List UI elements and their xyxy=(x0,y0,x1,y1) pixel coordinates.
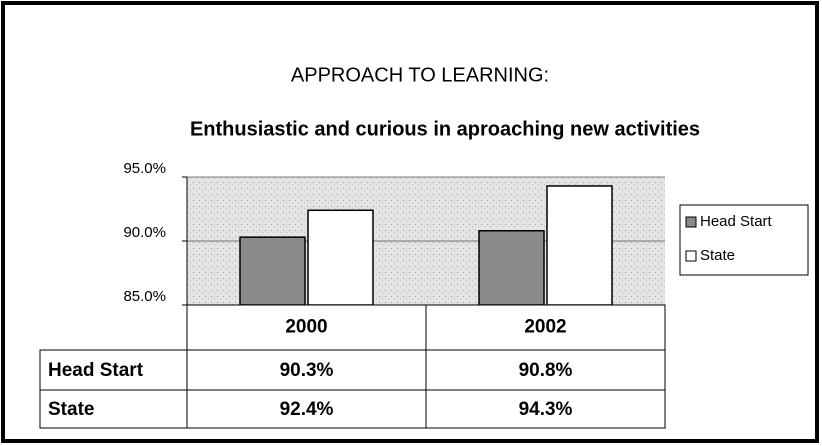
chart-title: APPROACH TO LEARNING: xyxy=(291,64,549,86)
bar xyxy=(478,230,545,306)
y-tick-label: 90.0% xyxy=(123,224,166,241)
x-tick-label: 2000 xyxy=(285,317,327,338)
data-label: 92.4% xyxy=(280,399,334,420)
legend xyxy=(679,204,809,276)
y-tick-label: 85.0% xyxy=(123,288,166,305)
row-label: Head Start xyxy=(48,360,144,381)
y-tick-label: 95.0% xyxy=(123,160,166,177)
data-label: 90.8% xyxy=(519,360,573,381)
legend-label: State xyxy=(700,247,735,264)
bar xyxy=(546,185,613,306)
data-label: 94.3% xyxy=(519,399,573,420)
row-label: State xyxy=(48,399,94,420)
bar xyxy=(239,236,306,306)
table-row xyxy=(39,389,666,429)
chart-subtitle: Enthusiastic and curious in aproaching n… xyxy=(190,118,700,140)
legend-swatch xyxy=(685,216,697,228)
bar xyxy=(307,209,374,306)
x-tick-label: 2002 xyxy=(524,317,566,338)
legend-label: Head Start xyxy=(700,213,773,230)
legend-swatch xyxy=(685,250,697,262)
data-label: 90.3% xyxy=(280,360,334,381)
